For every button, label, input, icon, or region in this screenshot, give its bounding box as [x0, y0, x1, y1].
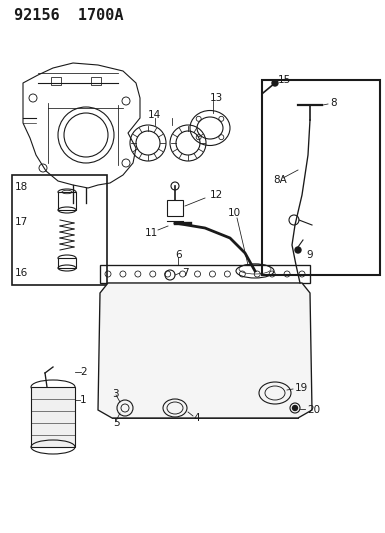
Circle shape [293, 406, 298, 410]
Text: 20: 20 [307, 405, 320, 415]
Text: 4: 4 [193, 413, 200, 423]
Text: 17: 17 [15, 217, 28, 227]
Text: 8A: 8A [273, 175, 287, 185]
Text: 11: 11 [145, 228, 158, 238]
Text: 19: 19 [295, 383, 308, 393]
Text: 13: 13 [210, 93, 223, 103]
Text: 18: 18 [15, 182, 28, 192]
Text: 12: 12 [210, 190, 223, 200]
Text: 16: 16 [15, 268, 28, 278]
Bar [31, 387, 75, 447]
Circle shape [272, 80, 278, 86]
Text: 7: 7 [182, 268, 189, 278]
Polygon shape [98, 283, 312, 418]
Text: 1: 1 [80, 395, 87, 405]
Bar [58, 258, 76, 268]
Text: 6: 6 [175, 250, 182, 260]
Bar [100, 265, 310, 283]
Text: 3: 3 [112, 389, 119, 399]
Text: 5: 5 [113, 418, 120, 428]
Bar [262, 80, 380, 275]
Bar [12, 175, 107, 285]
Bar [167, 200, 183, 216]
Text: 92156  1700A: 92156 1700A [14, 7, 124, 22]
Bar [51, 77, 61, 85]
Circle shape [295, 247, 301, 253]
Bar [91, 77, 101, 85]
Text: 10: 10 [228, 208, 241, 218]
Bar [58, 192, 76, 210]
Text: 9: 9 [306, 250, 313, 260]
Text: 15: 15 [278, 75, 291, 85]
Text: 14: 14 [148, 110, 161, 120]
Text: 2: 2 [80, 367, 87, 377]
Text: 8: 8 [330, 98, 336, 108]
